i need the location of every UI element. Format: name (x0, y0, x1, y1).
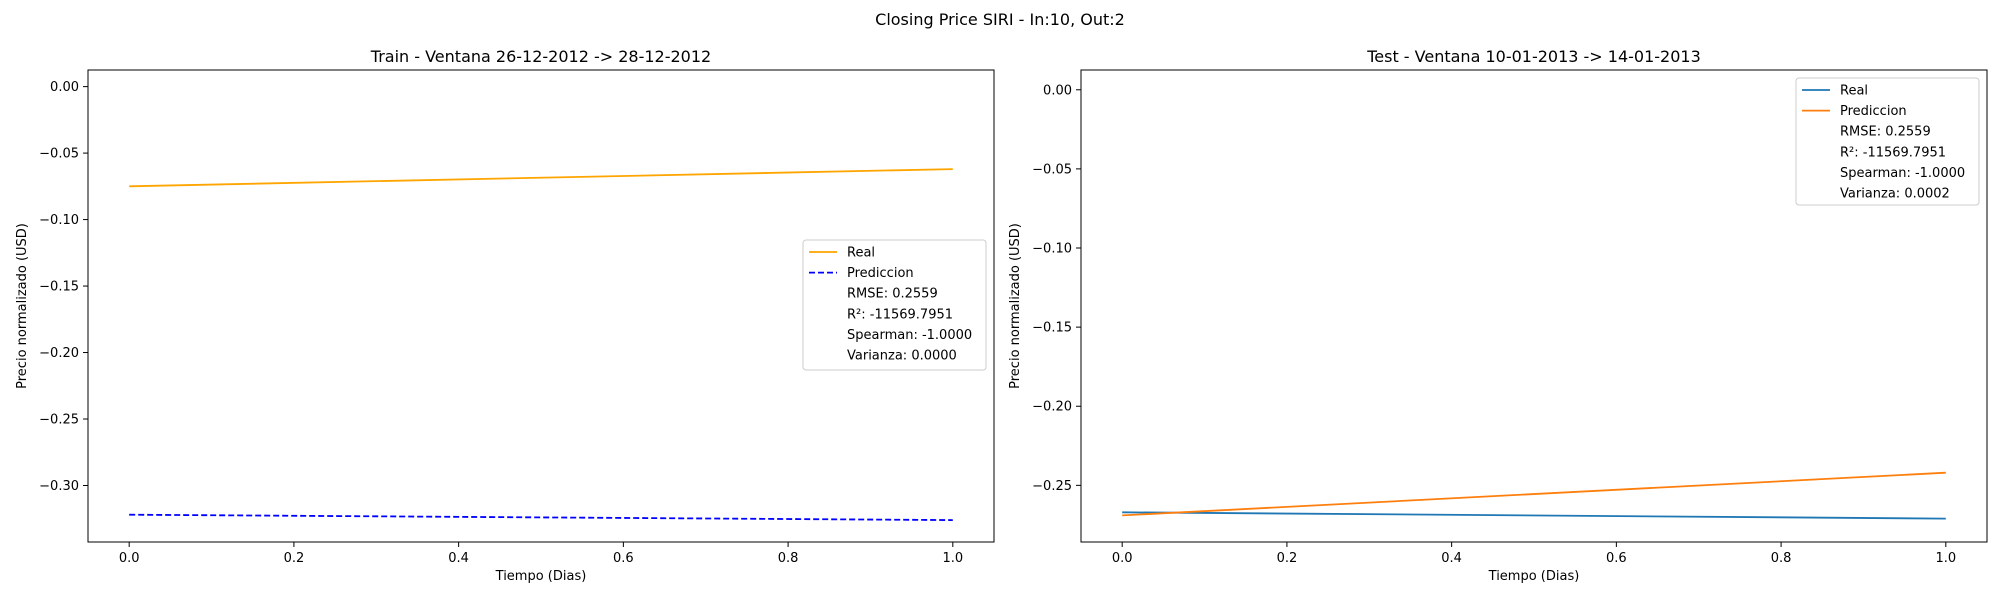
legend-metric: Varianza: 0.0000 (847, 349, 957, 364)
chart-1: Train - Ventana 26-12-2012 -> 28-12-2012… (15, 47, 995, 584)
x-axis-label: Tiempo (Dias) (1488, 569, 1580, 584)
y-tick-label: −0.25 (39, 413, 79, 428)
x-tick-label: 0.2 (284, 551, 305, 566)
y-tick-label: −0.05 (39, 147, 79, 162)
x-tick-label: 0.6 (1606, 551, 1627, 566)
x-tick-label: 0.2 (1277, 551, 1298, 566)
y-tick-label: −0.25 (1032, 479, 1072, 494)
x-tick-label: 0.4 (1441, 551, 1462, 566)
y-tick-label: −0.30 (39, 479, 79, 494)
series-line-real (1122, 511, 1946, 520)
x-tick-label: 0.0 (119, 551, 140, 566)
x-tick-label: 0.6 (613, 551, 634, 566)
legend: Real Prediccion RMSE: 0.2559 R²: -11569.795… (1795, 77, 1980, 206)
legend-metric: Spearman: -1.0000 (847, 328, 972, 343)
series-line-prediccion (129, 513, 953, 521)
legend-entry: Real (1840, 84, 1868, 99)
legend-metric: RMSE: 0.2559 (847, 287, 938, 302)
y-tick-label: −0.10 (1032, 242, 1072, 257)
legend-box (1795, 77, 1980, 206)
y-axis-label: Precio normalizado (USD) (1008, 223, 1023, 389)
legend-entry: Real (847, 246, 875, 261)
chart-2: Test - Ventana 10-01-2013 -> 14-01-2013 0… (1008, 47, 1988, 584)
chart-title: Train - Ventana 26-12-2012 -> 28-12-2012 (370, 47, 711, 66)
x-tick-label: 0.4 (448, 551, 469, 566)
legend-metric: Spearman: -1.0000 (1840, 166, 1965, 181)
plot-frame (87, 69, 995, 543)
legend-metric: R²: -11569.7951 (1840, 145, 1946, 160)
plot-frame (1080, 69, 1988, 543)
legend-metric: R²: -11569.7951 (847, 307, 953, 322)
figure-suptitle: Closing Price SIRI - In:10, Out:2 (875, 10, 1125, 29)
y-tick-label: −0.10 (39, 213, 79, 228)
x-tick-label: 0.0 (1112, 551, 1133, 566)
x-tick-label: 0.8 (1771, 551, 1792, 566)
series-line-real (129, 168, 953, 188)
y-tick-label: −0.20 (39, 346, 79, 361)
x-tick-label: 1.0 (942, 551, 963, 566)
y-tick-label: −0.15 (1032, 321, 1072, 336)
y-tick-label: −0.15 (39, 280, 79, 295)
y-tick-label: 0.00 (50, 80, 79, 95)
legend-entry: Prediccion (847, 266, 914, 281)
legend: Real Prediccion RMSE: 0.2559 R²: -11569.795… (802, 239, 987, 371)
legend-metric: RMSE: 0.2559 (1840, 125, 1931, 140)
x-axis-label: Tiempo (Dias) (495, 569, 587, 584)
series-line-prediccion (1122, 471, 1946, 517)
x-tick-label: 0.8 (778, 551, 799, 566)
y-tick-label: −0.20 (1032, 400, 1072, 415)
y-tick-label: −0.05 (1032, 162, 1072, 177)
legend-box (802, 239, 987, 371)
x-tick-label: 1.0 (1935, 551, 1956, 566)
legend-entry: Prediccion (1840, 104, 1907, 119)
y-tick-label: 0.00 (1043, 83, 1072, 98)
legend-metric: Varianza: 0.0002 (1840, 187, 1950, 202)
chart-title: Test - Ventana 10-01-2013 -> 14-01-2013 (1366, 47, 1701, 66)
y-axis-label: Precio normalizado (USD) (15, 223, 30, 389)
